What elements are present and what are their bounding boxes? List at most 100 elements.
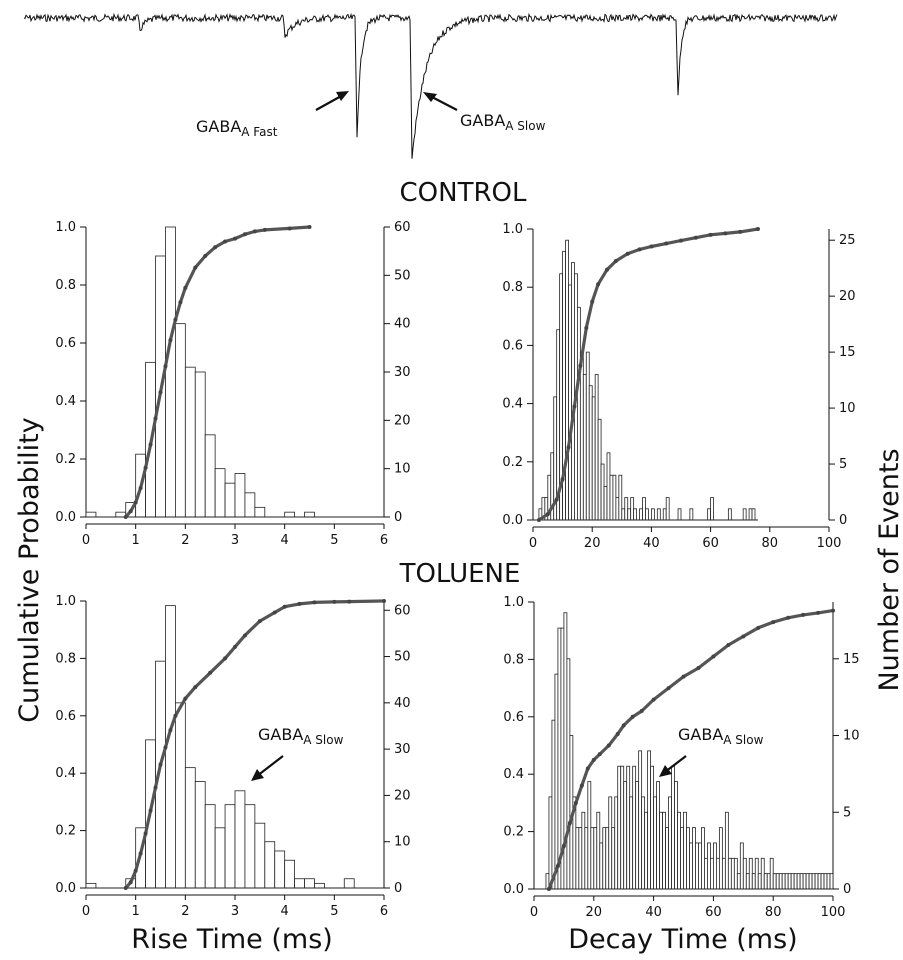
left-tick-label: 0.2 <box>55 452 76 467</box>
histogram-bar <box>677 508 682 521</box>
histogram-bar <box>581 811 586 890</box>
left-tick-label: 0.6 <box>55 709 76 724</box>
cumulative-point <box>183 696 188 701</box>
histogram-bar <box>618 474 623 521</box>
histogram-bar <box>597 418 602 521</box>
left-tick-label: 0.8 <box>503 652 524 667</box>
panel-toluene-rise: 0.0 0.2 0.4 0.6 0.8 1.0 0 10 20 30 40 50 60 0 1 2 3 4 5 6 <box>55 594 410 919</box>
histogram-bar <box>727 508 732 521</box>
histogram-bar <box>174 702 186 889</box>
cumulative-point <box>566 445 571 450</box>
cumulative-point <box>297 601 302 606</box>
x-tick-label: 2 <box>181 533 189 548</box>
histogram-bar <box>784 873 789 890</box>
x-tick-label: 0 <box>82 904 90 919</box>
cumulative-point <box>651 697 656 702</box>
histogram-bar <box>683 811 687 890</box>
cumulative-point <box>347 599 352 604</box>
right-tick-label: 30 <box>394 742 411 757</box>
annotation-rise-label: GABAA Slow <box>258 725 344 747</box>
right-tick-label: 25 <box>839 233 856 248</box>
histogram-bar <box>707 508 712 521</box>
x-tick-label: 5 <box>330 533 338 548</box>
cumulative-point <box>223 239 228 244</box>
histogram-bar <box>772 873 777 890</box>
histogram-bar <box>244 804 256 889</box>
cumulative-point <box>649 244 654 249</box>
cumulative-point <box>613 259 618 264</box>
cumulative-point <box>545 512 550 517</box>
cumulative-point <box>262 227 267 232</box>
histogram-bar <box>707 842 711 890</box>
histogram-bar <box>565 239 569 521</box>
cumulative-point <box>801 612 806 617</box>
histogram-bar <box>578 827 583 890</box>
histogram-bar <box>630 497 635 521</box>
histogram-bar <box>566 658 571 890</box>
cumulative-point <box>738 229 743 234</box>
cumulative-point <box>287 226 292 231</box>
cumulative-point <box>786 615 791 620</box>
cumulative-point <box>666 686 671 691</box>
right-tick-label: 20 <box>394 413 411 428</box>
histogram-bar <box>638 750 643 890</box>
histogram-bar <box>234 473 246 518</box>
cumulative-point <box>596 282 601 287</box>
cumulative-point <box>585 766 590 771</box>
histogram-bar <box>627 508 632 521</box>
histogram-bar <box>224 804 236 889</box>
trace-arrowhead-fast <box>336 91 349 101</box>
x-tick-label: 20 <box>586 905 603 920</box>
panel-toluene-decay: 0.0 0.2 0.4 0.6 0.8 1.0 0 5 10 15 0 20 40 60 80 100 <box>503 595 859 920</box>
histogram-bar <box>234 790 246 889</box>
right-tick-label: 0 <box>394 881 402 896</box>
histogram-bar <box>615 497 620 521</box>
histogram-bar <box>748 857 753 890</box>
histogram-bar <box>557 627 562 890</box>
left-tick-label: 0.4 <box>502 397 523 412</box>
histogram-bar <box>671 765 675 890</box>
right-tick-label: 0 <box>839 513 847 528</box>
cumulative-point <box>382 599 386 603</box>
histogram-bar <box>692 827 696 890</box>
x-tick-label: 4 <box>281 533 289 548</box>
x-tick-label: 20 <box>584 536 601 551</box>
left-tick-label: 0.8 <box>55 278 76 293</box>
histogram-bar <box>751 873 756 890</box>
histogram-bar <box>689 508 694 521</box>
histogram-bar <box>721 857 726 890</box>
histogram-bar <box>596 811 601 890</box>
cumulative-point <box>630 714 635 719</box>
right-tick-label: 5 <box>839 457 847 472</box>
left-tick-label: 0.0 <box>503 882 524 897</box>
cumulative-point <box>711 654 716 659</box>
histogram-bar <box>659 811 663 890</box>
left-tick-label: 0.8 <box>502 280 523 295</box>
histogram-bar <box>760 857 765 890</box>
histogram-bar <box>594 374 599 521</box>
cumulative-point <box>133 500 138 505</box>
cumulative-point <box>128 509 133 514</box>
histogram-bar <box>778 873 783 890</box>
histogram-bar <box>587 781 592 890</box>
right-axis-title: Number of Events <box>874 448 903 691</box>
histogram-bar <box>730 857 735 890</box>
x-tick-label: 1 <box>132 533 140 548</box>
left-tick-label: 0.0 <box>55 510 76 525</box>
cumulative-point <box>572 404 577 409</box>
histogram-bar <box>727 857 732 890</box>
histogram-bar <box>802 873 807 890</box>
histogram-bar <box>790 873 795 890</box>
left-tick-label: 0.0 <box>502 513 523 528</box>
x-tick-label: 80 <box>762 536 779 551</box>
histogram-bar <box>244 492 256 518</box>
cumulative-point <box>173 713 178 718</box>
cumulative-point <box>128 880 133 885</box>
histogram-bar <box>632 765 637 890</box>
cumulative-point <box>163 364 168 369</box>
histogram-bar <box>748 508 753 521</box>
histogram-bar <box>584 827 589 890</box>
cumulative-point <box>312 600 317 605</box>
cumulative-point <box>771 620 776 625</box>
right-tick-label: 60 <box>394 220 411 235</box>
